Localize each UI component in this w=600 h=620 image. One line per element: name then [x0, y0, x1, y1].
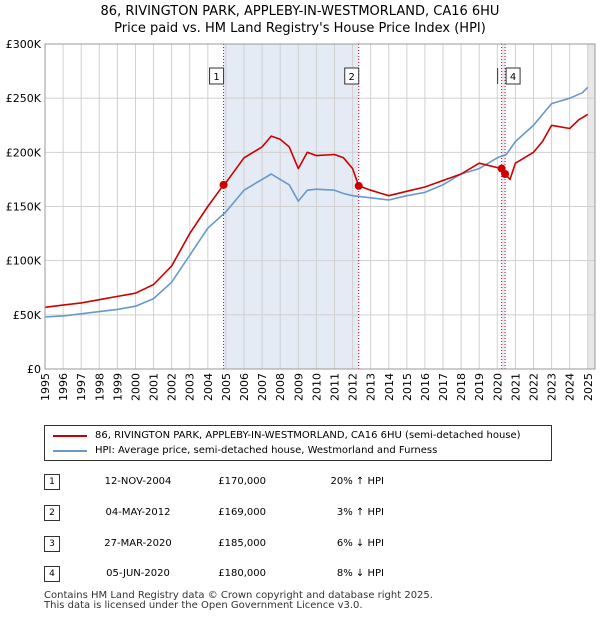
x-tick-label: 1997 [75, 373, 88, 401]
sale-number: 4 [44, 566, 60, 582]
x-tick-label: 1995 [39, 373, 52, 401]
x-tick-label: 2002 [166, 373, 179, 401]
sale-box-label-2: 2 [349, 72, 355, 83]
sale-box-2 [344, 67, 360, 85]
chart-title: 86, RIVINGTON PARK, APPLEBY-IN-WESTMORLA… [100, 4, 500, 19]
x-tick-label: 2009 [292, 373, 305, 401]
sale-number: 3 [44, 536, 60, 552]
x-tick-label: 2014 [383, 373, 396, 401]
sale-row-1: 1 12-NOV-2004 £170,000 20% ↑ HPI [44, 474, 544, 490]
x-tick-label: 2006 [238, 373, 251, 401]
x-tick-label: 2021 [509, 373, 522, 401]
y-tick-label: £0 [27, 363, 41, 376]
sale-row-3: 3 27-MAR-2020 £185,000 6% ↓ HPI [44, 536, 544, 552]
sale-hpi-change: 3% ↑ HPI [336, 507, 384, 518]
sale-number: 2 [44, 505, 60, 521]
sale-price: £170,000 [218, 476, 266, 487]
legend-label-property: 86, RIVINGTON PARK, APPLEBY-IN-WESTMORLA… [95, 430, 521, 441]
x-tick-label: 2001 [148, 373, 161, 401]
sale-date: 12-NOV-2004 [104, 476, 172, 487]
sale-number: 1 [44, 474, 60, 490]
x-tick-label: 2004 [202, 373, 215, 401]
chart-subtitle: Price paid vs. HM Land Registry's House … [114, 21, 486, 36]
sale-labels: 1 2 4 [209, 67, 521, 85]
x-tick-label: 2003 [184, 373, 197, 401]
y-tick-label: £150K [6, 201, 42, 214]
x-tick-label: 2016 [419, 373, 432, 401]
sale-marker-2 [354, 181, 363, 190]
sale-box-label-1: 1 [213, 72, 219, 83]
x-tick-label: 2007 [256, 373, 269, 401]
footer-licence: This data is licensed under the Open Gov… [44, 600, 363, 611]
chart-title-block: 86, RIVINGTON PARK, APPLEBY-IN-WESTMORLA… [0, 3, 600, 37]
x-tick-label: 2025 [582, 373, 595, 401]
legend: 86, RIVINGTON PARK, APPLEBY-IN-WESTMORLA… [44, 425, 552, 461]
property-line [44, 113, 589, 309]
footer: Contains HM Land Registry data © Crown c… [44, 591, 433, 611]
x-tick-label: 2018 [455, 373, 468, 401]
x-tick-label: 1999 [111, 373, 124, 401]
sale-date: 05-JUN-2020 [106, 568, 170, 579]
x-tick-label: 2017 [437, 373, 450, 401]
sale-box-4 [505, 67, 521, 85]
x-tick-label: 2023 [546, 373, 559, 401]
sale-marker-4 [501, 170, 510, 178]
sale-row-4: 4 05-JUN-2020 £180,000 8% ↓ HPI [44, 566, 544, 582]
x-tick-label: 2012 [347, 373, 360, 401]
sale-hpi-change: 20% ↑ HPI [330, 476, 384, 487]
x-tick-label: 2024 [564, 373, 577, 401]
sale-row-2: 2 04-MAY-2012 £169,000 3% ↑ HPI [44, 505, 544, 521]
sale-date: 27-MAR-2020 [104, 538, 172, 549]
sale-date: 04-MAY-2012 [105, 507, 171, 518]
y-tick-label: £300K [6, 38, 42, 51]
legend-swatch-property [53, 435, 87, 437]
series-lines [44, 86, 589, 318]
sale-price: £169,000 [218, 507, 266, 518]
x-tick-label: 1998 [93, 373, 106, 401]
legend-swatch-hpi [53, 450, 87, 452]
hpi-line [44, 86, 589, 318]
sale-box-label-4: 4 [510, 72, 516, 83]
legend-label-hpi: HPI: Average price, semi-detached house,… [95, 445, 438, 456]
price-chart: 1 2 4 £0 £50K £100K £150K £200K £250K £300K 1995 1… [6, 38, 596, 401]
x-tick-label: 2011 [328, 373, 341, 401]
x-tick-label: 2010 [310, 373, 323, 401]
sale-hpi-change: 8% ↓ HPI [336, 568, 384, 579]
y-tick-label: £250K [6, 92, 42, 105]
x-tick-label: 1996 [57, 373, 70, 401]
sale-box-1 [209, 67, 225, 85]
footer-copyright: Contains HM Land Registry data © Crown c… [44, 590, 433, 601]
x-tick-label: 2015 [401, 373, 414, 401]
sale-price: £180,000 [218, 568, 266, 579]
sale-marker-1 [219, 180, 228, 189]
sale-price: £185,000 [218, 538, 266, 549]
plot-border [44, 43, 596, 370]
y-tick-label: £100K [6, 255, 42, 268]
y-tick-label: £50K [13, 309, 42, 322]
x-tick-label: 2019 [473, 373, 486, 401]
x-tick-label: 2008 [274, 373, 287, 401]
sale-hpi-change: 6% ↓ HPI [336, 538, 384, 549]
x-tick-label: 2000 [129, 373, 142, 401]
x-tick-label: 2005 [220, 373, 233, 401]
x-tick-label: 2013 [365, 373, 378, 401]
x-tick-label: 2022 [527, 373, 540, 401]
sale-vertical-lines [223, 44, 506, 369]
y-tick-label: £200K [6, 146, 42, 159]
sale-markers [219, 164, 510, 190]
x-tick-label: 2020 [491, 373, 504, 401]
